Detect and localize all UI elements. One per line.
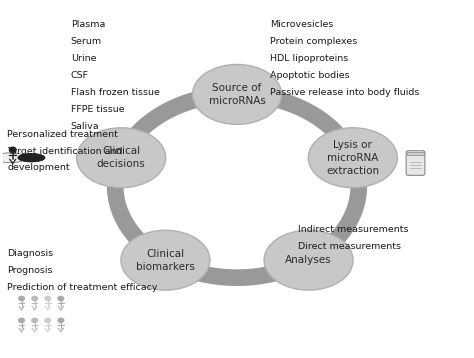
Text: Personalized treatment: Personalized treatment: [8, 130, 118, 139]
Text: Source of
microRNAs: Source of microRNAs: [209, 83, 265, 106]
Circle shape: [18, 296, 24, 301]
Ellipse shape: [192, 64, 282, 124]
Ellipse shape: [77, 128, 166, 188]
Text: Flash frozen tissue: Flash frozen tissue: [71, 88, 160, 97]
Text: Apoptotic bodies: Apoptotic bodies: [270, 71, 349, 80]
Text: Urine: Urine: [71, 54, 96, 63]
Circle shape: [45, 318, 51, 323]
Text: Serum: Serum: [71, 37, 102, 46]
Text: Clinical
biomarkers: Clinical biomarkers: [136, 248, 195, 272]
Text: Clinical
decisions: Clinical decisions: [97, 146, 146, 169]
Text: Indirect measurements: Indirect measurements: [298, 225, 409, 234]
Ellipse shape: [0, 153, 26, 163]
Text: Saliva: Saliva: [71, 122, 100, 131]
Ellipse shape: [308, 128, 397, 188]
Bar: [407, 152, 424, 155]
Circle shape: [18, 318, 24, 323]
Text: Prognosis: Prognosis: [8, 266, 53, 275]
Text: Plasma: Plasma: [71, 20, 105, 29]
Text: development: development: [8, 164, 70, 173]
Text: Diagnosis: Diagnosis: [8, 250, 54, 258]
Text: Analyses: Analyses: [285, 255, 332, 265]
Text: CSF: CSF: [71, 71, 89, 80]
Circle shape: [9, 147, 16, 153]
Text: Protein complexes: Protein complexes: [270, 37, 357, 46]
Ellipse shape: [264, 230, 353, 290]
Circle shape: [32, 296, 37, 301]
Ellipse shape: [121, 230, 210, 290]
FancyBboxPatch shape: [406, 151, 425, 175]
Text: HDL lipoproteins: HDL lipoproteins: [270, 54, 348, 63]
Text: FFPE tissue: FFPE tissue: [71, 105, 124, 114]
Ellipse shape: [18, 154, 45, 162]
Text: Lysis or
microRNA
extraction: Lysis or microRNA extraction: [326, 140, 379, 176]
Text: Target identification and: Target identification and: [8, 146, 123, 156]
Text: Direct measurements: Direct measurements: [298, 242, 401, 251]
Text: Microvesicles: Microvesicles: [270, 20, 333, 29]
Circle shape: [58, 318, 64, 323]
Circle shape: [58, 296, 64, 301]
Circle shape: [45, 296, 51, 301]
Circle shape: [32, 318, 37, 323]
Text: Passive release into body fluids: Passive release into body fluids: [270, 88, 419, 97]
Text: Prediction of treatment efficacy: Prediction of treatment efficacy: [8, 283, 158, 292]
